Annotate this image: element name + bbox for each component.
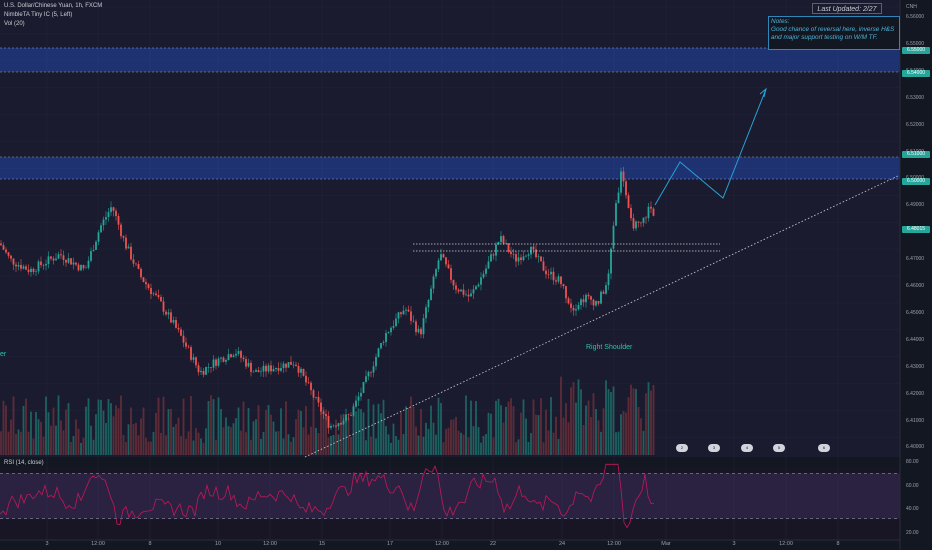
indicator-label[interactable]: NimbleTA Tiny IC (5, Left) bbox=[4, 12, 73, 18]
time-tick-label: 12:00 bbox=[607, 541, 621, 547]
projection-path bbox=[654, 88, 767, 206]
rsi-band bbox=[0, 473, 900, 519]
rsi-line bbox=[0, 463, 654, 529]
price-tick-label: 6.56000 bbox=[906, 14, 925, 20]
time-tick-label: 8 bbox=[836, 541, 840, 547]
time-tick-label: 12:00 bbox=[435, 541, 449, 547]
price-badge: 6.50000 bbox=[902, 178, 930, 185]
notes-box[interactable]: Notes: Good chance of reversal here, inv… bbox=[768, 16, 900, 50]
right-shoulder-label[interactable]: Right Shoulder bbox=[586, 344, 633, 351]
grid bbox=[0, 0, 900, 540]
left-shoulder-label[interactable]: er bbox=[0, 351, 7, 358]
symbol-title[interactable]: U.S. Dollar/Chinese Yuan, 1h, FXCM bbox=[4, 3, 103, 9]
price-tick-label: 6.46000 bbox=[906, 283, 925, 289]
price-badge: 6.54000 bbox=[902, 70, 930, 77]
rsi-tick-label: 60.00 bbox=[906, 482, 919, 489]
price-tick-label: 6.41000 bbox=[906, 417, 925, 424]
volume-bars bbox=[0, 376, 655, 455]
price-badge: 6.55000 bbox=[902, 47, 930, 54]
rsi-label[interactable]: RSI (14, close) bbox=[4, 460, 44, 466]
time-tick-label: 8 bbox=[148, 541, 152, 547]
time-tick-label: 15 bbox=[318, 541, 326, 547]
rsi-tick-label: 40.00 bbox=[906, 506, 919, 512]
economic-event-icon[interactable]: 5 bbox=[773, 444, 785, 452]
time-tick-label: 12:00 bbox=[263, 541, 277, 547]
time-tick-label: 3 bbox=[732, 541, 736, 547]
price-badge: 6.51000 bbox=[902, 151, 930, 158]
time-tick-label: 12:00 bbox=[779, 541, 793, 547]
candles bbox=[0, 166, 655, 434]
volume-label[interactable]: Vol (20) bbox=[4, 21, 25, 27]
time-tick-label: 24 bbox=[558, 541, 566, 547]
economic-event-icon[interactable]: 4 bbox=[741, 444, 753, 452]
last-updated-note[interactable]: Last Updated: 2/27 bbox=[812, 3, 882, 14]
time-tick-label: 17 bbox=[386, 541, 394, 547]
supply-zone-2 bbox=[0, 157, 900, 179]
economic-event-icon[interactable]: 2 bbox=[676, 444, 688, 452]
rsi-tick-label: 80.00 bbox=[906, 459, 919, 465]
supply-zone-1 bbox=[0, 48, 900, 72]
notes-title: Notes: bbox=[771, 18, 790, 25]
price-tick-label: 6.49000 bbox=[906, 202, 925, 209]
price-tick-label: 6.45000 bbox=[906, 309, 925, 316]
economic-event-icon[interactable]: 6 bbox=[818, 444, 830, 452]
time-tick-label: Mar bbox=[661, 541, 671, 547]
ascending-trendline bbox=[304, 174, 901, 458]
price-tick-label: 6.44000 bbox=[906, 336, 925, 343]
price-badge: 6.48015 bbox=[902, 226, 930, 233]
price-tick-label: 6.42000 bbox=[906, 390, 925, 397]
time-tick-label: 22 bbox=[489, 541, 497, 547]
time-tick-label: 3 bbox=[45, 541, 49, 547]
currency-label: CNH bbox=[906, 4, 917, 10]
price-tick-label: 6.55000 bbox=[906, 40, 925, 47]
projection-arrowhead bbox=[759, 87, 767, 98]
price-tick-label: 6.43000 bbox=[906, 363, 925, 370]
economic-event-icon[interactable]: 3 bbox=[708, 444, 720, 452]
rsi-tick-label: 20.00 bbox=[906, 529, 919, 536]
price-tick-label: 6.53000 bbox=[906, 94, 925, 101]
time-tick-label: 12:00 bbox=[91, 541, 105, 547]
time-tick-label: 10 bbox=[214, 541, 222, 547]
drawings bbox=[304, 87, 901, 458]
chart-legend: U.S. Dollar/Chinese Yuan, 1h, FXCM Nimbl… bbox=[4, 2, 102, 29]
notes-body: Good chance of reversal here, inverse H&… bbox=[771, 26, 895, 41]
resistance-zones bbox=[0, 47, 900, 180]
price-tick-label: 6.40000 bbox=[906, 444, 925, 451]
price-tick-label: 6.47000 bbox=[906, 256, 925, 263]
price-tick-label: 6.52000 bbox=[906, 121, 925, 128]
rsi-indicator bbox=[0, 463, 900, 529]
